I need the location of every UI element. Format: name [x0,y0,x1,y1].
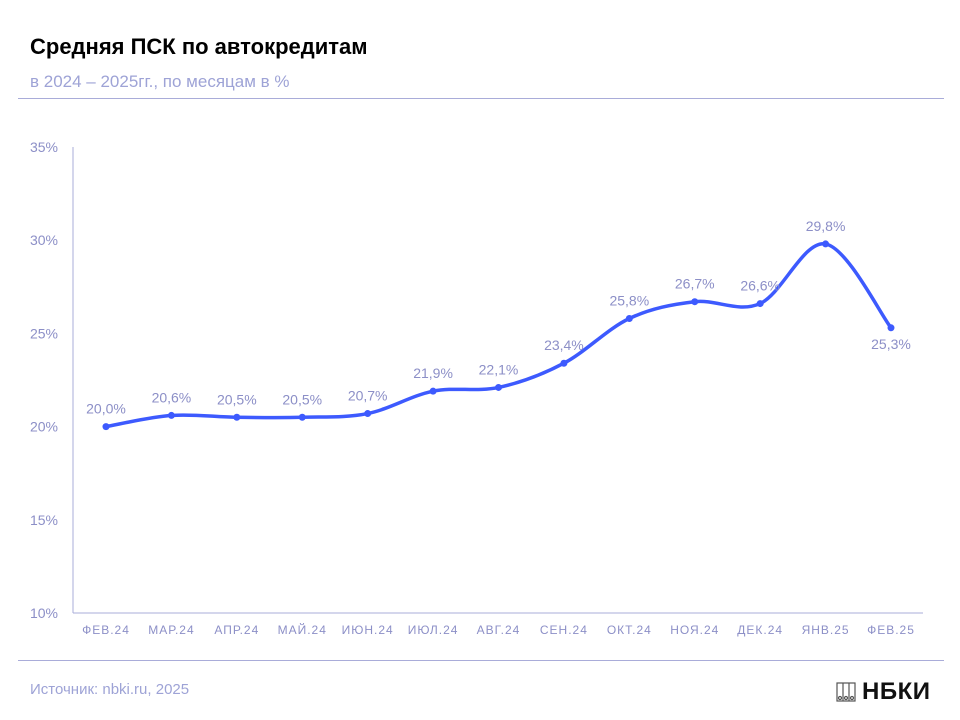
data-point [429,387,437,395]
data-point [756,300,764,308]
y-tick-label: 10% [30,605,58,621]
data-label: 25,3% [871,336,911,352]
x-tick-label: ИЮЛ.24 [408,623,459,637]
x-tick-label: ФЕВ.24 [82,623,130,637]
y-tick-label: 20% [30,419,58,435]
source-note: Источник: nbki.ru, 2025 [30,681,190,698]
logo-text: НБКИ [862,678,931,705]
x-tick-label: ЯНВ.25 [802,623,850,637]
data-label: 22,1% [479,361,519,377]
x-tick-label: ДЕК.24 [737,623,783,637]
data-point [364,410,372,418]
data-label: 20,5% [282,391,322,407]
x-tick-label: МАЙ.24 [278,622,327,637]
header-divider [18,98,944,99]
x-tick-label: ОКТ.24 [607,623,652,637]
nbki-logo: НБКИ [836,678,930,706]
data-point [167,411,175,419]
data-point [102,423,110,431]
data-point [298,413,306,421]
data-point [691,298,699,306]
data-point [233,413,241,421]
y-tick-label: 15% [30,512,58,528]
data-label: 26,7% [675,276,715,292]
data-label: 20,5% [217,391,257,407]
footer-divider [18,660,944,661]
chart-title: Средняя ПСК по автокредитам [30,34,368,59]
x-tick-label: СЕН.24 [540,623,588,637]
data-label: 26,6% [740,278,780,294]
data-label: 20,6% [152,389,192,405]
x-tick-label: МАР.24 [148,623,194,637]
x-tick-label: АВГ.24 [477,623,521,637]
data-label: 21,9% [413,365,453,381]
logo-icon [836,682,856,702]
data-label: 25,8% [609,292,649,308]
y-tick-label: 35% [30,139,58,155]
chart-subtitle: в 2024 – 2025гг., по месяцам в % [30,72,290,91]
y-tick-label: 25% [30,325,58,341]
data-point [560,359,568,367]
y-tick-label: 30% [30,232,58,248]
x-tick-label: НОЯ.24 [670,623,719,637]
data-label: 20,0% [86,401,126,417]
data-label: 20,7% [348,388,388,404]
data-point [887,324,895,332]
x-tick-label: АПР.24 [214,623,259,637]
data-point [625,314,633,322]
x-tick-label: ИЮН.24 [342,623,394,637]
data-point [495,383,502,391]
data-point [822,240,830,248]
data-label: 23,4% [544,337,584,353]
x-tick-label: ФЕВ.25 [867,623,915,637]
data-label: 29,8% [806,218,846,234]
